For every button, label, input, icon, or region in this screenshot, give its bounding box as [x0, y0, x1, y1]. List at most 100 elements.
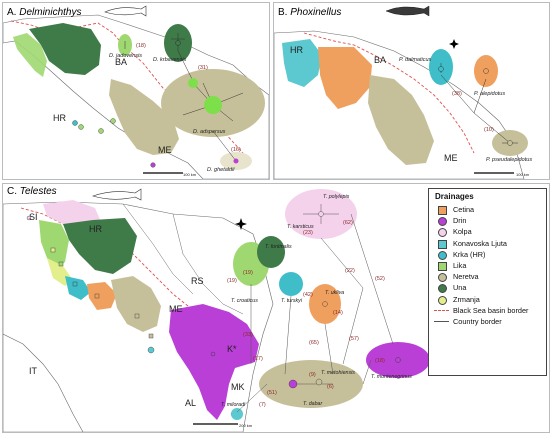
haplotype-node — [288, 379, 298, 389]
haplotype-network-lines — [440, 63, 518, 144]
italy-coast — [3, 333, 84, 432]
panel-a-delminichthys: BA HR ME D. jadovensis D. krbavensis D. … — [2, 2, 270, 180]
cetina-drainage — [87, 282, 117, 310]
legend-swatch — [438, 228, 447, 238]
neretva-drainage — [111, 276, 161, 332]
panel-c-map: SI HR BA RS ME K* MK AL IT T. polylepis … — [3, 188, 430, 432]
legend-label: Konavoska Ljuta — [453, 238, 507, 248]
taxon-label: P. alepidotus — [474, 91, 505, 97]
taxon-label: P. dalmaticus — [399, 57, 432, 63]
country-label-ba: BA — [115, 57, 127, 67]
haplotype-node — [315, 378, 323, 386]
legend-item: Cetina — [429, 204, 546, 215]
haplotype-node — [395, 357, 401, 363]
krka-drainage — [65, 276, 91, 300]
country-label-al: AL — [185, 398, 196, 408]
country-label-hr: HR — [53, 113, 66, 123]
haplotype-node — [322, 301, 328, 307]
black-sea-border — [303, 32, 475, 154]
sample-point — [78, 124, 84, 130]
legend-label: Cetina — [453, 205, 475, 214]
kolpa-drainage — [43, 200, 101, 226]
legend-label: Black Sea basin border — [453, 305, 529, 315]
branch-count: (22) — [345, 268, 355, 274]
legend-item: Drin — [429, 215, 546, 227]
branch-count: (38) — [452, 91, 462, 97]
branch-count: (7) — [259, 402, 266, 408]
legend-label: Una — [453, 283, 467, 293]
branch-count: (17) — [253, 356, 263, 362]
legend-item: Konavoska Ljuta — [429, 238, 546, 249]
legend-swatch — [438, 250, 447, 260]
branch-count: (31) — [198, 65, 208, 71]
branch-count: (65) — [309, 340, 319, 346]
legend-title: Drainages — [435, 192, 474, 201]
branch-count: (16) — [231, 147, 241, 153]
legend-label: Drin — [453, 216, 467, 226]
haplotype-node — [507, 140, 513, 146]
legend-borders: Black Sea basin border Country border — [429, 305, 546, 327]
legend-line-swatch — [434, 309, 449, 311]
country-label-ba: BA — [374, 55, 386, 65]
una-drainage — [63, 218, 137, 274]
drainages-legend: Drainages Cetina Drin Kolpa Konavoska Ljuta… — [428, 188, 547, 376]
branch-count: (18) — [375, 358, 385, 364]
sample-point — [110, 118, 116, 124]
network-ellipse-miloradi — [231, 408, 243, 420]
branch-count: (19) — [227, 278, 237, 284]
legend-swatch — [438, 217, 447, 227]
una-drainage — [29, 23, 101, 75]
fish-illustration-icon — [104, 5, 147, 17]
country-label-rs: RS — [191, 276, 204, 286]
taxon-label: T. fontinalis — [265, 244, 292, 250]
taxon-label: T. metohiensis — [321, 370, 355, 376]
drin-drainage — [169, 304, 259, 420]
legend-border-item: Country border — [429, 316, 546, 327]
country-label-me: ME — [444, 153, 458, 163]
legend-swatch — [438, 206, 447, 215]
panel-letter: C. — [7, 186, 17, 197]
country-label-me: ME — [158, 145, 172, 155]
network-ellipse-turskyi — [279, 272, 303, 296]
fish-illustration-icon — [385, 5, 430, 17]
branch-count: (62) — [343, 220, 353, 226]
branch-count: (52) — [375, 276, 385, 282]
haplotype-node — [318, 211, 324, 217]
panel-b-map: HR BA ME P. dalmaticus P. alepidotus P. … — [274, 5, 532, 179]
branch-count: (6) — [327, 384, 334, 390]
lika-drainage — [13, 33, 47, 77]
branch-count: (42) — [303, 292, 313, 298]
legend-swatch — [438, 261, 447, 271]
country-label-it: IT — [29, 366, 38, 376]
panel-c-telestes: SI HR BA RS ME K* MK AL IT T. polylepis … — [2, 183, 550, 433]
legend-label: Lika — [453, 260, 467, 270]
taxon-label: D. krbavensis — [153, 57, 187, 63]
branch-count: (19) — [243, 270, 253, 276]
panel-b-phoxinellus: HR BA ME P. dalmaticus P. alepidotus P. … — [273, 2, 550, 180]
legend-swatch — [438, 273, 447, 283]
panel-a-title: A. Delminichthys — [7, 7, 81, 18]
scale-label: 100 km — [516, 172, 530, 177]
legend-item: Lika — [429, 260, 546, 271]
haplotype-node — [483, 68, 489, 74]
genus-name: Delminichthys — [19, 7, 82, 18]
cetina-drainage — [318, 47, 372, 109]
neretva-drainage — [368, 75, 434, 165]
sample-point — [150, 162, 156, 168]
lika-drainage — [39, 220, 69, 270]
legend-swatch — [438, 284, 447, 294]
legend-swatch — [438, 295, 447, 305]
branch-count: (23) — [303, 230, 313, 236]
taxon-label: D. ghetaldii — [207, 167, 235, 173]
legend-items: Cetina Drin Kolpa Konavoska Ljuta Krka (HR) L… — [429, 204, 546, 305]
legend-item: Una — [429, 282, 546, 294]
haplotype-node — [204, 96, 222, 114]
taxon-label: T. karsticus — [287, 224, 314, 230]
taxon-label: D. adspersus — [193, 129, 226, 135]
legend-label: Zrmanja — [453, 294, 480, 304]
taxon-label: T. montenegrinus — [371, 374, 412, 380]
branch-count: (57) — [349, 336, 359, 342]
legend-swatch — [438, 239, 447, 249]
branch-count: (51) — [267, 390, 277, 396]
